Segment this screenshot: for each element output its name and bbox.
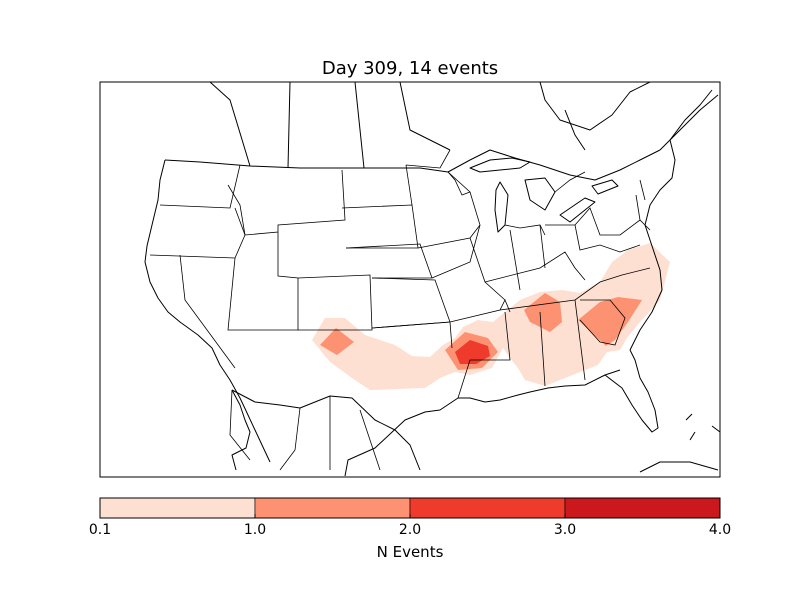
map-frame [99,81,721,478]
map-title: Day 309, 14 events [322,58,498,79]
map-boundaries [144,82,720,477]
lake-ontario [591,179,619,195]
pacific-coastline [144,159,271,463]
lake-superior [469,157,531,173]
colorbar-tick-label: 1.0 [244,522,266,538]
colorbar-tick-label: 0.1 [89,522,111,538]
us-canada-border [164,149,661,181]
contour-texas-panhandle-mid [320,328,354,355]
baja-coastline [231,389,251,471]
gulf-coastline [344,369,621,477]
contour-texas-oklahoma-low [312,243,670,390]
lake-erie [559,197,596,223]
map-area [100,82,720,477]
great-lakes-coasts [447,171,586,236]
florida-coastline [604,349,659,433]
caribbean-islands [685,413,720,441]
colorbar-tick-label: 2.0 [399,522,421,538]
contour-arkansas-high [455,340,490,364]
hudson-bay-coast [539,82,651,131]
canada-province-lines [209,82,451,169]
lake-huron [524,177,556,211]
state-boundaries [149,149,651,471]
colorbar-segment [254,497,411,519]
colorbar-segment [564,497,721,519]
colorbar-segment [409,497,566,519]
colorbar-tick-label: 3.0 [554,522,576,538]
colorbar-segment [99,497,256,519]
colorbar-ticks: 0.1 1.0 2.0 3.0 4.0 [89,514,731,538]
event-contours [312,243,670,390]
colorbar-tick-label: 4.0 [709,522,731,538]
cuba-coastline [639,461,719,473]
james-bay [564,109,586,151]
us-mexico-border [231,389,421,471]
atlantic-coastline [629,89,713,351]
gulf-of-st-lawrence [659,94,719,151]
contour-carolina-mid [578,297,642,346]
lake-michigan [494,181,509,233]
colorbar-label: N Events [377,543,444,561]
